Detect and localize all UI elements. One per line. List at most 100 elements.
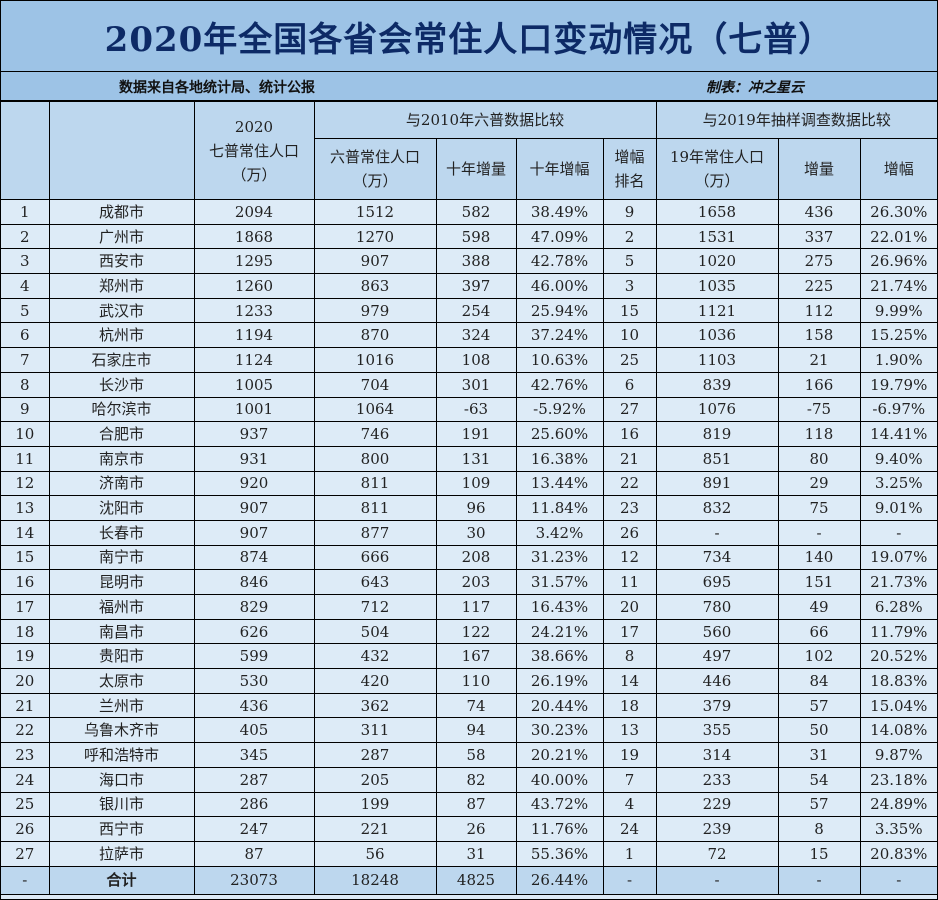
cell-inc10: 301 bbox=[435, 371, 517, 398]
cell-pop2020: 846 bbox=[193, 569, 315, 595]
cell-pop2019: 229 bbox=[655, 791, 779, 818]
table-row: 20 太原市 530 420 110 26.19% 14 446 84 18.83% bbox=[1, 668, 938, 694]
table-row: 27 拉萨市 87 56 31 55.36% 1 72 15 20.83% bbox=[1, 840, 938, 867]
population-table: 2020 七普常住人口 （万） 与2010年六普数据比较 与2019年抽样调查数… bbox=[1, 101, 938, 895]
cell-inc19: 118 bbox=[777, 421, 861, 447]
cell-pop2020: 405 bbox=[193, 717, 315, 744]
cell-city: 南昌市 bbox=[48, 618, 195, 645]
table-row: 25 银川市 286 199 87 43.72% 4 229 57 24.89% bbox=[1, 791, 938, 818]
cell-rate10: -5.92% bbox=[515, 396, 604, 423]
cell-rank: 15 bbox=[602, 297, 657, 324]
cell-no: 19 bbox=[1, 643, 50, 670]
cell-no: 22 bbox=[1, 717, 50, 744]
cell-no: 12 bbox=[1, 470, 50, 497]
header-rate19: 增幅 bbox=[859, 138, 938, 200]
total-cell-rate19: - bbox=[859, 865, 938, 895]
cell-rate10: 30.23% bbox=[515, 717, 604, 744]
table-row: 26 西宁市 247 221 26 11.76% 24 239 8 3.35% bbox=[1, 816, 938, 842]
cell-pop2019: 1035 bbox=[655, 273, 779, 299]
cell-rate19: 26.96% bbox=[859, 248, 938, 275]
cell-inc10: 82 bbox=[435, 766, 517, 793]
total-cell-rate10: 26.44% bbox=[515, 865, 604, 895]
cell-rate10: 16.38% bbox=[515, 445, 604, 472]
total-cell-pop2020: 23073 bbox=[193, 865, 315, 895]
cell-city: 广州市 bbox=[48, 223, 195, 250]
cell-rank: 6 bbox=[602, 371, 657, 398]
cell-rate10: 31.23% bbox=[515, 544, 604, 571]
cell-inc19: 66 bbox=[777, 618, 861, 645]
table-row: 24 海口市 287 205 82 40.00% 7 233 54 23.18% bbox=[1, 766, 938, 793]
cell-inc10: 117 bbox=[435, 594, 517, 620]
data-source-note: 数据来自各地统计局、统计公报 bbox=[119, 80, 315, 96]
cell-pop2020: 1124 bbox=[193, 347, 315, 373]
cell-inc19: 8 bbox=[777, 816, 861, 842]
table-row: 6 杭州市 1194 870 324 37.24% 10 1036 158 15.25% bbox=[1, 322, 938, 349]
cell-pop2019: 1076 bbox=[655, 396, 779, 423]
table-row: 4 郑州市 1260 863 397 46.00% 3 1035 225 21.74% bbox=[1, 273, 938, 299]
cell-rate10: 26.19% bbox=[515, 668, 604, 694]
table-row: 22 乌鲁木齐市 405 311 94 30.23% 13 355 50 14.08% bbox=[1, 717, 938, 744]
cell-rate19: 19.07% bbox=[859, 544, 938, 571]
cell-pop2020: 2094 bbox=[193, 199, 315, 225]
header-pop2020-name: 七普常住人口 bbox=[208, 141, 299, 160]
cell-pop2020: 530 bbox=[193, 668, 315, 694]
cell-inc10: 122 bbox=[435, 618, 517, 645]
total-cell-pop2019: - bbox=[655, 865, 779, 895]
header-rank-line1: 增幅 bbox=[614, 148, 645, 166]
cell-pop2020: 1001 bbox=[193, 396, 315, 423]
table-row: 14 长春市 907 877 30 3.42% 26- - - bbox=[1, 519, 938, 546]
cell-city: 济南市 bbox=[48, 470, 195, 497]
cell-inc19: 50 bbox=[777, 717, 861, 744]
cell-rate19: 3.35% bbox=[859, 816, 938, 842]
cell-rate10: 11.84% bbox=[515, 495, 604, 521]
table-row: 15 南宁市 874 666 208 31.23% 12 734 140 19.07% bbox=[1, 544, 938, 571]
cell-rate19: 22.01% bbox=[859, 223, 938, 250]
cell-rate19: 21.74% bbox=[859, 273, 938, 299]
cell-rate19: 20.52% bbox=[859, 643, 938, 670]
cell-pop2019: 560 bbox=[655, 618, 779, 645]
cell-pop2020: 907 bbox=[193, 519, 315, 546]
cell-rank: 27 bbox=[602, 396, 657, 423]
cell-rank: 19 bbox=[602, 742, 657, 768]
cell-pop2020: 286 bbox=[193, 791, 315, 818]
cell-pop2020: 436 bbox=[193, 692, 315, 719]
cell-inc10: 26 bbox=[435, 816, 517, 842]
cell-inc19: 275 bbox=[777, 248, 861, 275]
cell-rank: 16 bbox=[602, 421, 657, 447]
cell-pop2010: 1016 bbox=[313, 347, 437, 373]
cell-pop2010: 432 bbox=[313, 643, 437, 670]
cell-city: 西安市 bbox=[48, 248, 195, 275]
cell-pop2010: 420 bbox=[313, 668, 437, 694]
cell-inc19: 29 bbox=[777, 470, 861, 497]
header-rank-line2: 排名 bbox=[614, 172, 645, 190]
cell-rate19: 24.89% bbox=[859, 791, 938, 818]
table-row: 5 武汉市 1233 979 254 25.94% 15 1121 112 9.99% bbox=[1, 297, 938, 324]
table-row: 13 沈阳市 907 811 96 11.84% 23 832 75 9.01% bbox=[1, 495, 938, 521]
cell-pop2010: 1270 bbox=[313, 223, 437, 250]
cell-inc19: 49 bbox=[777, 594, 861, 620]
cell-no: 14 bbox=[1, 519, 50, 546]
cell-inc10: 108 bbox=[435, 347, 517, 373]
cell-pop2019: 1658 bbox=[655, 199, 779, 225]
cell-inc10: 58 bbox=[435, 742, 517, 768]
cell-no: 5 bbox=[1, 297, 50, 324]
table-row: 8 长沙市 1005 704 301 42.76% 6 839 166 19.79% bbox=[1, 371, 938, 398]
cell-inc10: 167 bbox=[435, 643, 517, 670]
cell-no: 27 bbox=[1, 840, 50, 867]
cell-no: 16 bbox=[1, 569, 50, 595]
cell-inc19: -75 bbox=[777, 396, 861, 423]
cell-inc19: 151 bbox=[777, 569, 861, 595]
author-note: 制表：冲之星云 bbox=[706, 80, 804, 96]
cell-rate19: 3.25% bbox=[859, 470, 938, 497]
cell-rate19: 14.41% bbox=[859, 421, 938, 447]
cell-rate10: 38.66% bbox=[515, 643, 604, 670]
cell-pop2010: 311 bbox=[313, 717, 437, 744]
cell-rank: 22 bbox=[602, 470, 657, 497]
cell-no: 2 bbox=[1, 223, 50, 250]
table-row: 19 贵阳市 599 432 167 38.66% 8 497 102 20.52% bbox=[1, 643, 938, 670]
cell-pop2019: 832 bbox=[655, 495, 779, 521]
header-rank: 增幅 排名 bbox=[602, 138, 657, 200]
cell-city: 银川市 bbox=[48, 791, 195, 818]
total-cell-inc10: 4825 bbox=[435, 865, 517, 895]
